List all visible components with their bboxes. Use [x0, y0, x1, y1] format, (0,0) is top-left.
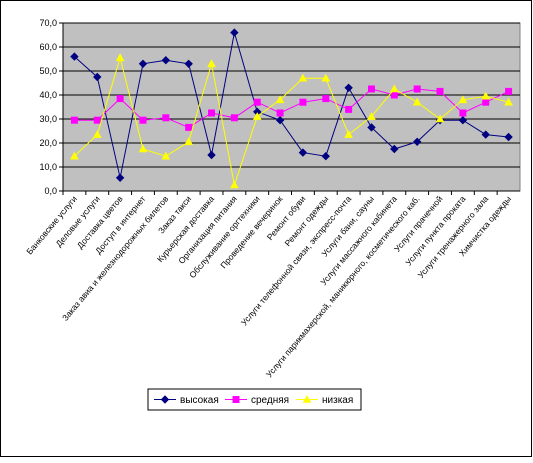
marker — [344, 130, 353, 138]
y-tick-label: 10,0 — [39, 162, 57, 172]
marker — [252, 112, 262, 120]
marker — [482, 98, 490, 106]
marker — [412, 137, 422, 147]
legend — [147, 388, 362, 411]
y-tick-label: 30,0 — [39, 114, 57, 124]
marker — [459, 109, 467, 117]
marker — [322, 95, 330, 103]
marker — [299, 98, 307, 106]
marker — [92, 130, 102, 138]
marker — [93, 72, 102, 82]
marker — [390, 144, 399, 154]
marker — [139, 116, 147, 124]
marker — [367, 85, 375, 93]
marker — [435, 114, 445, 123]
marker — [481, 130, 490, 139]
marker — [160, 395, 170, 404]
marker — [298, 73, 308, 82]
marker — [232, 396, 240, 403]
marker — [70, 151, 79, 160]
y-tick-label: 70,0 — [39, 18, 57, 28]
marker — [298, 148, 308, 157]
marker — [161, 151, 171, 160]
marker — [367, 123, 376, 132]
marker — [184, 59, 193, 69]
marker — [230, 114, 238, 122]
marker — [162, 114, 170, 122]
marker — [344, 83, 353, 93]
marker — [276, 109, 284, 117]
series-line — [74, 55, 509, 187]
marker — [93, 116, 101, 124]
y-tick-label: 0,0 — [44, 186, 57, 196]
marker — [207, 59, 216, 68]
marker — [185, 123, 193, 131]
marker — [321, 151, 330, 161]
legend-label: средняя — [251, 395, 289, 406]
y-tick-label: 50,0 — [39, 66, 57, 76]
marker — [345, 105, 353, 113]
marker — [115, 53, 125, 62]
marker — [207, 150, 216, 160]
marker — [367, 112, 376, 120]
marker — [390, 91, 398, 99]
series-line — [74, 32, 509, 178]
legend-label: высокая — [180, 395, 219, 406]
y-tick-label: 60,0 — [39, 42, 57, 52]
marker — [230, 28, 239, 37]
marker — [70, 116, 78, 124]
series-line — [74, 88, 509, 128]
marker — [321, 73, 331, 82]
marker — [138, 144, 148, 153]
marker — [184, 137, 194, 146]
marker — [458, 95, 468, 104]
marker — [70, 52, 79, 61]
plot-area — [62, 22, 521, 192]
y-tick-label: 40,0 — [39, 90, 57, 100]
marker — [412, 97, 422, 106]
marker — [413, 85, 421, 93]
marker — [389, 84, 399, 93]
marker — [116, 95, 124, 103]
marker — [208, 109, 216, 117]
y-tick-label: 20,0 — [39, 138, 57, 148]
marker — [161, 55, 171, 65]
marker — [253, 98, 261, 106]
legend-label: низкая — [322, 395, 353, 406]
marker — [458, 115, 468, 125]
marker — [275, 115, 285, 125]
marker — [436, 87, 444, 95]
marker — [302, 394, 312, 403]
marker — [115, 173, 125, 183]
marker — [481, 91, 491, 100]
marker — [505, 87, 513, 95]
marker — [230, 180, 239, 189]
marker — [504, 97, 513, 106]
marker — [138, 59, 148, 69]
marker — [504, 132, 513, 142]
marker — [275, 95, 285, 104]
